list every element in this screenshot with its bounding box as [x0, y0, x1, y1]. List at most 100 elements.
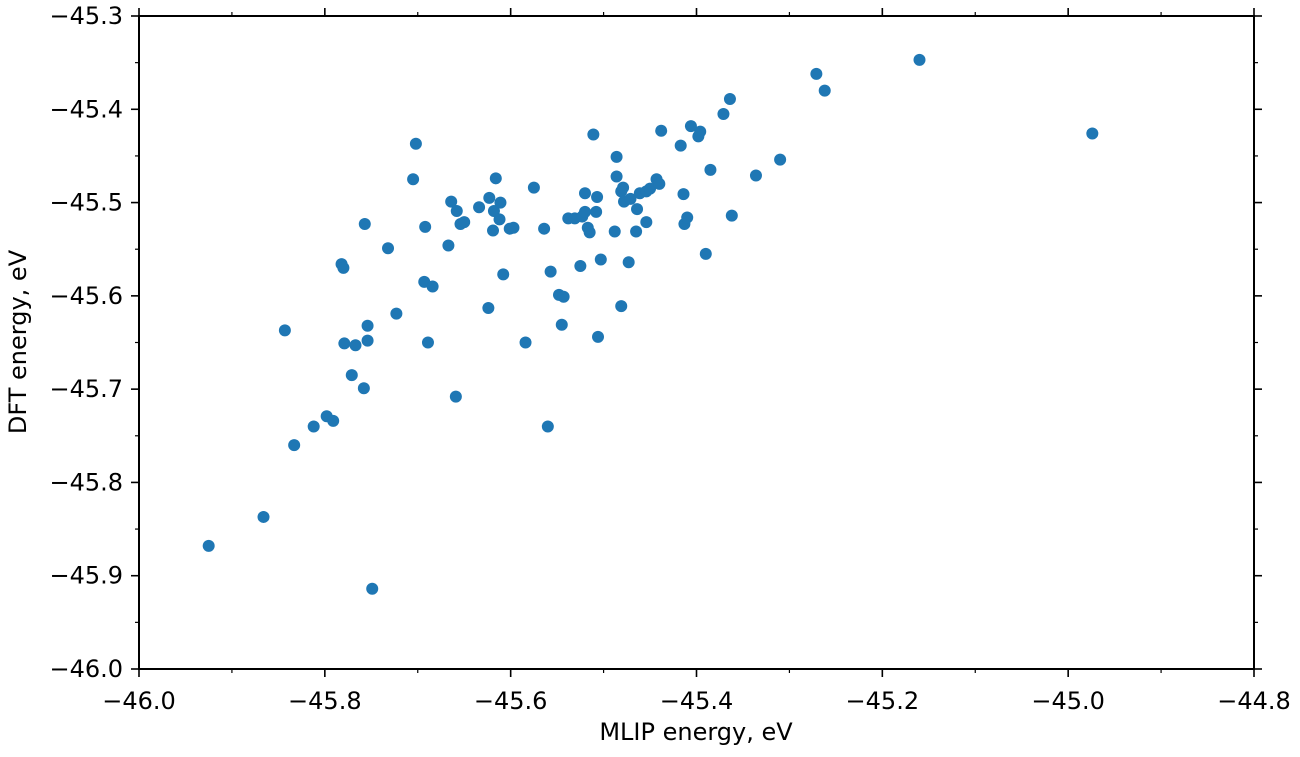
data-point	[483, 191, 496, 204]
data-point	[590, 205, 603, 218]
data-point	[473, 201, 486, 214]
data-point	[725, 209, 738, 222]
data-point	[592, 330, 605, 343]
y-tick-label: −45.5	[49, 189, 123, 217]
data-point	[361, 334, 374, 347]
data-point	[677, 188, 690, 201]
data-point	[482, 301, 495, 314]
data-point	[655, 124, 668, 137]
data-point	[624, 192, 637, 205]
y-tick-label: −45.4	[49, 95, 123, 123]
data-point	[704, 163, 717, 176]
data-point	[409, 137, 422, 150]
data-point	[913, 53, 926, 66]
data-point	[610, 170, 623, 183]
x-tick-label: −46.0	[102, 687, 176, 715]
data-point	[507, 221, 520, 234]
data-point	[579, 205, 591, 218]
x-tick-label: −45.2	[846, 687, 920, 715]
data-point	[694, 125, 707, 138]
data-point	[681, 211, 694, 224]
plot-frame	[138, 15, 1255, 670]
data-point	[449, 390, 462, 403]
data-point	[555, 318, 568, 331]
data-point	[610, 150, 623, 163]
data-point	[426, 280, 439, 293]
data-point	[487, 224, 500, 237]
y-tick-label: −45.8	[49, 468, 123, 496]
x-tick-label: −45.0	[1031, 687, 1105, 715]
data-point	[644, 182, 657, 195]
data-point	[489, 172, 502, 185]
data-point	[450, 204, 463, 217]
data-point	[390, 307, 403, 320]
data-point	[382, 242, 395, 255]
data-point	[538, 222, 551, 235]
data-point	[622, 256, 635, 269]
data-point	[774, 153, 787, 166]
y-tick-label: −45.7	[49, 375, 123, 403]
data-point	[202, 539, 215, 552]
data-point	[419, 220, 432, 233]
data-point	[361, 319, 374, 332]
data-point	[630, 225, 643, 238]
data-point	[421, 336, 434, 349]
points-layer	[202, 53, 1099, 595]
data-point	[288, 439, 301, 452]
x-tick-label: −44.8	[1217, 687, 1291, 715]
data-point	[357, 382, 370, 395]
y-tick-label: −45.3	[49, 2, 123, 30]
data-point	[307, 420, 320, 433]
data-point	[358, 218, 371, 231]
data-point	[810, 67, 823, 80]
data-point	[674, 139, 687, 152]
data-point	[594, 253, 607, 266]
data-point	[257, 510, 270, 523]
x-tick-label: −45.6	[474, 687, 548, 715]
data-point	[527, 181, 540, 194]
data-point	[608, 225, 621, 238]
data-point	[278, 324, 291, 337]
data-point	[494, 196, 507, 209]
data-point	[653, 177, 666, 190]
data-point	[519, 336, 532, 349]
data-point	[442, 239, 455, 252]
data-point	[327, 414, 340, 427]
x-tick-label: −45.8	[288, 687, 362, 715]
data-point	[574, 260, 587, 273]
ticks-layer: −46.0 −45.8 −45.6 −45.4 −45.2 −45.0 −44.8 −46.0…	[49, 2, 1290, 715]
data-point	[591, 190, 604, 203]
data-point	[337, 261, 350, 274]
y-tick-label: −46.0	[49, 655, 123, 683]
data-point	[617, 181, 630, 194]
x-tick-label: −45.4	[660, 687, 734, 715]
data-point	[497, 268, 510, 281]
data-point	[544, 265, 557, 278]
data-point	[445, 195, 458, 208]
data-point	[615, 300, 628, 313]
y-tick-label: −45.6	[49, 282, 123, 310]
data-point	[345, 369, 358, 382]
data-point	[557, 290, 570, 303]
y-axis-label: DFT energy, eV	[4, 249, 32, 434]
data-point	[493, 213, 506, 226]
data-point	[579, 187, 591, 200]
data-point	[338, 337, 351, 350]
data-point	[583, 226, 596, 239]
data-point	[349, 339, 362, 352]
data-point	[723, 93, 736, 106]
data-point	[699, 247, 712, 260]
data-point	[458, 216, 471, 229]
data-point	[366, 582, 379, 595]
data-point	[640, 216, 653, 229]
data-point	[631, 203, 644, 216]
data-point	[684, 120, 697, 133]
data-point	[749, 169, 762, 182]
data-point	[1086, 127, 1099, 140]
data-point	[818, 84, 831, 97]
data-point	[541, 420, 554, 433]
y-tick-label: −45.9	[49, 562, 123, 590]
data-point	[407, 173, 420, 186]
